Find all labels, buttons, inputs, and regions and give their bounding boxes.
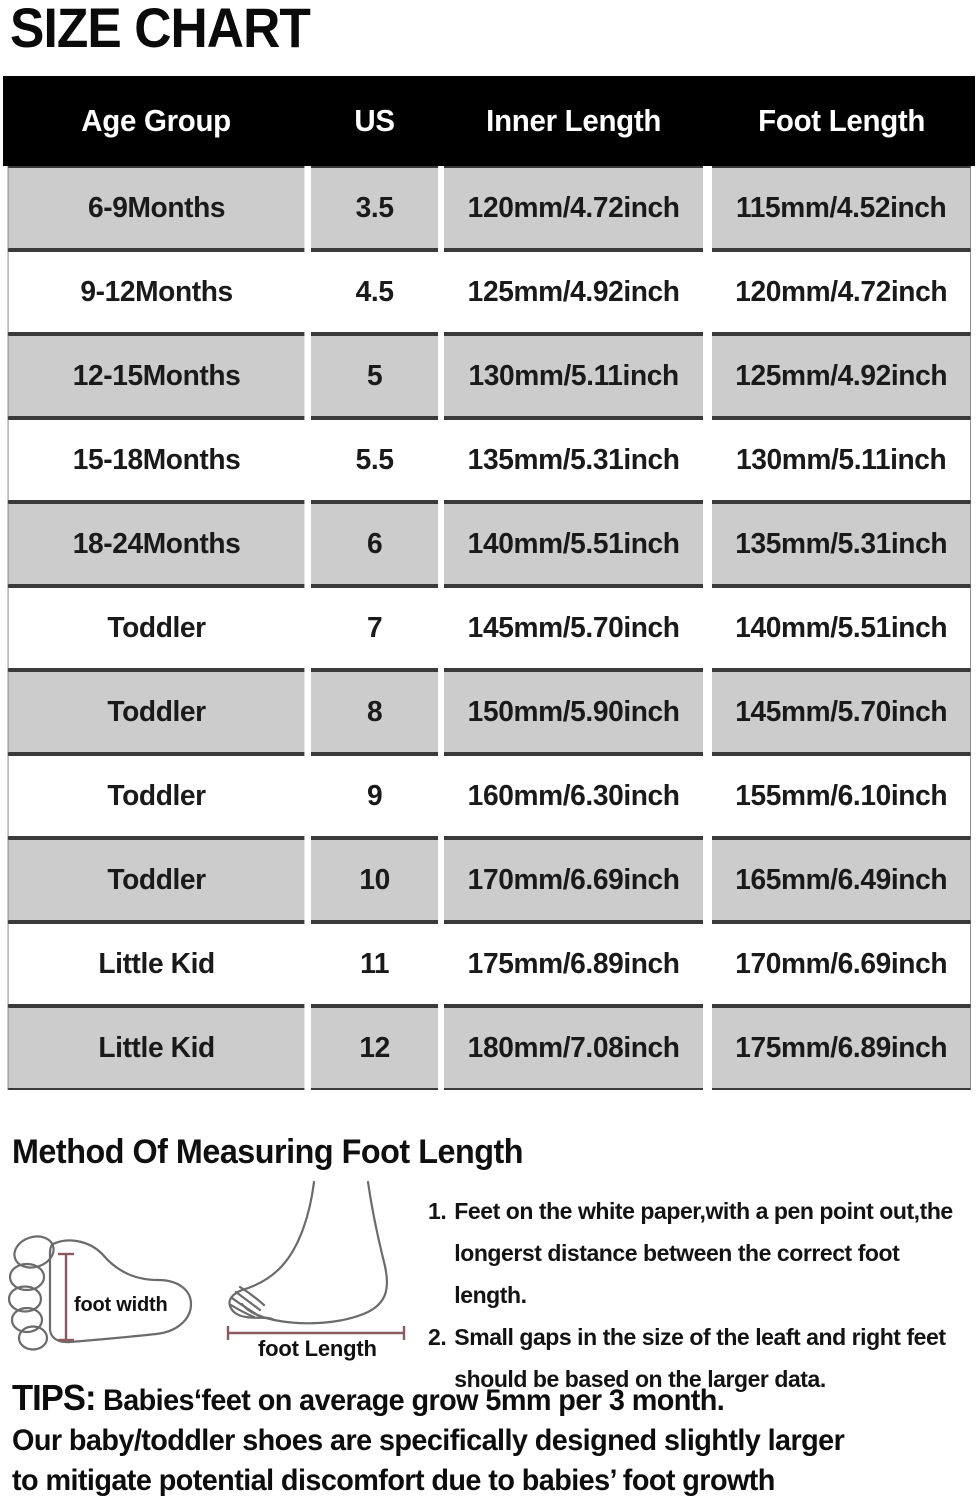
cell-foot-length: 165mm/6.49inch — [711, 838, 971, 922]
cell-foot-length: 140mm/5.51inch — [711, 586, 971, 670]
instruction-number: 2. — [428, 1324, 447, 1350]
cell-us: 12 — [311, 1006, 439, 1090]
foot-length-measure-line — [226, 1326, 406, 1340]
measuring-instructions: 1. Feet on the white paper,with a pen po… — [428, 1190, 976, 1400]
foot-diagrams — [0, 1180, 430, 1365]
column-header-foot-length: Foot Length — [757, 103, 925, 138]
instruction-line: should be based on the larger data. — [454, 1366, 826, 1392]
cell-age-group: 6-9Months — [7, 166, 305, 250]
cell-foot-length: 120mm/4.72inch — [711, 250, 971, 334]
table-row: 12-15Months 5 130mm/5.11inch 125mm/4.92i… — [3, 334, 975, 418]
cell-us: 3.5 — [311, 166, 439, 250]
cell-age-group: Toddler — [7, 586, 305, 670]
cell-inner-length: 145mm/5.70inch — [444, 586, 704, 670]
cell-foot-length: 175mm/6.89inch — [711, 1006, 971, 1090]
tips-line-3: to mitigate potential discomfort due to … — [12, 1464, 775, 1497]
cell-inner-length: 135mm/5.31inch — [444, 418, 704, 502]
cell-age-group: Toddler — [7, 754, 305, 838]
cell-age-group: 9-12Months — [7, 250, 305, 334]
table-row: 18-24Months 6 140mm/5.51inch 135mm/5.31i… — [3, 502, 975, 586]
cell-us: 7 — [311, 586, 439, 670]
cell-us: 10 — [311, 838, 439, 922]
size-table-container: Age Group US Inner Length Foot Length 6-… — [3, 76, 975, 1090]
table-row: 9-12Months 4.5 125mm/4.92inch 120mm/4.72… — [3, 250, 975, 334]
instruction-number: 1. — [428, 1198, 447, 1224]
page-title: SIZE CHART — [10, 0, 311, 59]
cell-inner-length: 130mm/5.11inch — [444, 334, 704, 418]
column-header-inner-length: Inner Length — [486, 103, 662, 138]
table-row: Little Kid 12 180mm/7.08inch 175mm/6.89i… — [3, 1006, 975, 1090]
cell-inner-length: 125mm/4.92inch — [444, 250, 704, 334]
instruction-line: longerst distance between the correct fo… — [454, 1240, 900, 1308]
cell-age-group: 12-15Months — [7, 334, 305, 418]
tips-label: TIPS: — [12, 1377, 96, 1418]
cell-foot-length: 125mm/4.92inch — [711, 334, 971, 418]
cell-foot-length: 115mm/4.52inch — [711, 166, 971, 250]
cell-age-group: 15-18Months — [7, 418, 305, 502]
table-row: Toddler 9 160mm/6.30inch 155mm/6.10inch — [3, 754, 975, 838]
table-row: Toddler 10 170mm/6.69inch 165mm/6.49inch — [3, 838, 975, 922]
cell-inner-length: 150mm/5.90inch — [444, 670, 704, 754]
cell-age-group: Little Kid — [7, 922, 305, 1006]
tips-line-2: Our baby/toddler shoes are specifically … — [12, 1424, 845, 1457]
cell-us: 5.5 — [311, 418, 439, 502]
cell-us: 6 — [311, 502, 439, 586]
caption-foot-length: foot Length — [258, 1336, 377, 1361]
instruction-text: Small gaps in the size of the leaft and … — [454, 1316, 976, 1400]
column-header-us: US — [354, 103, 396, 138]
caption-foot-width: foot width — [74, 1294, 168, 1316]
cell-foot-length: 170mm/6.69inch — [711, 922, 971, 1006]
column-header-age-group: Age Group — [81, 103, 231, 138]
instruction-item: 1. Feet on the white paper,with a pen po… — [428, 1190, 976, 1316]
footprint-top-view-icon — [8, 1235, 193, 1351]
cell-inner-length: 160mm/6.30inch — [444, 754, 704, 838]
cell-foot-length: 155mm/6.10inch — [711, 754, 971, 838]
tips-text-1: Babies‘feet on average grow 5mm per 3 mo… — [102, 1384, 725, 1417]
instruction-item: 2. Small gaps in the size of the leaft a… — [428, 1316, 976, 1400]
cell-us: 11 — [311, 922, 439, 1006]
foot-side-view-icon — [226, 1180, 406, 1340]
instruction-text: Feet on the white paper,with a pen point… — [454, 1190, 976, 1316]
cell-inner-length: 140mm/5.51inch — [444, 502, 704, 586]
table-body: 6-9Months 3.5 120mm/4.72inch 115mm/4.52i… — [3, 166, 975, 1090]
instruction-line: Small gaps in the size of the leaft and … — [454, 1324, 946, 1350]
method-heading: Method Of Measuring Foot Length — [12, 1133, 523, 1171]
header-row: Age Group US Inner Length Foot Length — [3, 76, 975, 166]
cell-foot-length: 145mm/5.70inch — [711, 670, 971, 754]
cell-inner-length: 170mm/6.69inch — [444, 838, 704, 922]
table-row: Toddler 7 145mm/5.70inch 140mm/5.51inch — [3, 586, 975, 670]
cell-us: 4.5 — [311, 250, 439, 334]
table-row: 15-18Months 5.5 135mm/5.31inch 130mm/5.1… — [3, 418, 975, 502]
table-row: Little Kid 11 175mm/6.89inch 170mm/6.69i… — [3, 922, 975, 1006]
table-row: Toddler 8 150mm/5.90inch 145mm/5.70inch — [3, 670, 975, 754]
tips-section: TIPS: Babies‘feet on average grow 5mm pe… — [12, 1378, 972, 1500]
table-header: Age Group US Inner Length Foot Length — [3, 76, 975, 166]
cell-age-group: Toddler — [7, 670, 305, 754]
size-table: Age Group US Inner Length Foot Length 6-… — [3, 76, 975, 1090]
cell-age-group: 18-24Months — [7, 502, 305, 586]
cell-age-group: Little Kid — [7, 1006, 305, 1090]
cell-foot-length: 130mm/5.11inch — [711, 418, 971, 502]
cell-inner-length: 180mm/7.08inch — [444, 1006, 704, 1090]
cell-inner-length: 120mm/4.72inch — [444, 166, 704, 250]
tips-line-1: TIPS: Babies‘feet on average grow 5mm pe… — [12, 1378, 934, 1421]
cell-inner-length: 175mm/6.89inch — [444, 922, 704, 1006]
cell-us: 9 — [311, 754, 439, 838]
cell-us: 8 — [311, 670, 439, 754]
cell-age-group: Toddler — [7, 838, 305, 922]
instruction-line: Feet on the white paper,with a pen point… — [454, 1198, 953, 1224]
cell-foot-length: 135mm/5.31inch — [711, 502, 971, 586]
foot-width-measure-line — [58, 1252, 74, 1342]
table-row: 6-9Months 3.5 120mm/4.72inch 115mm/4.52i… — [3, 166, 975, 250]
cell-us: 5 — [311, 334, 439, 418]
